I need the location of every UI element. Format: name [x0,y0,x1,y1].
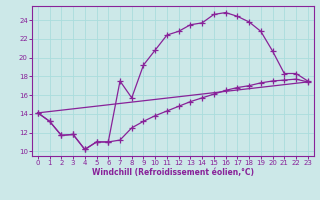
X-axis label: Windchill (Refroidissement éolien,°C): Windchill (Refroidissement éolien,°C) [92,168,254,177]
